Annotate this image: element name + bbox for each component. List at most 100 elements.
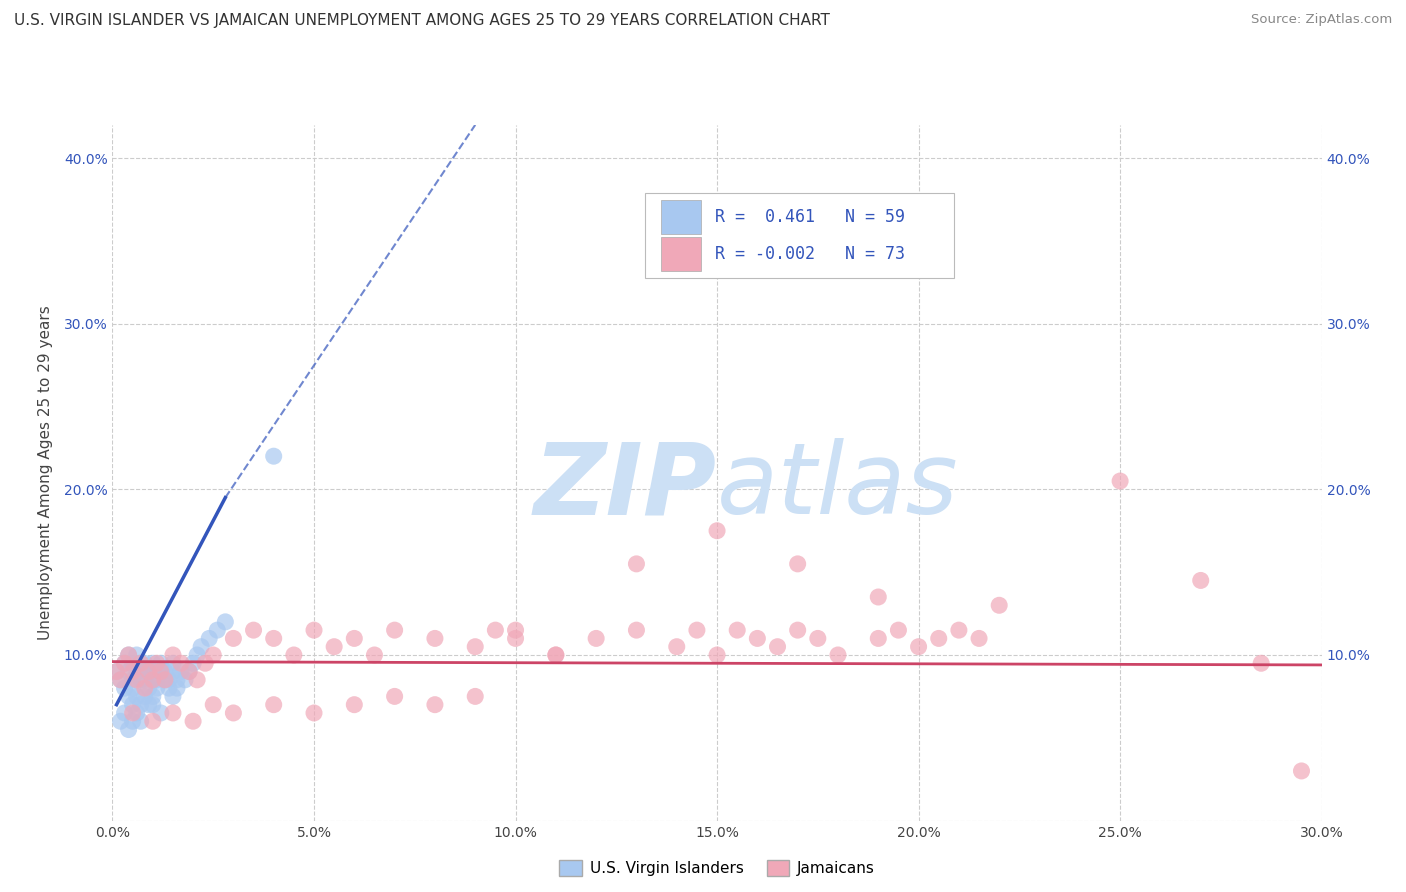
Point — [343, 698, 366, 712]
Point — [505, 623, 527, 637]
Point — [125, 690, 148, 704]
Point — [177, 665, 200, 679]
Point — [181, 714, 204, 729]
Point — [105, 665, 128, 679]
Point — [423, 698, 446, 712]
Text: R =  0.461   N = 59: R = 0.461 N = 59 — [714, 209, 905, 227]
Point — [222, 632, 245, 646]
Point — [134, 690, 156, 704]
Point — [142, 657, 165, 671]
Point — [162, 665, 184, 679]
Point — [117, 665, 139, 679]
Point — [138, 698, 160, 712]
Point — [162, 706, 184, 720]
Point — [129, 673, 152, 687]
Point — [129, 657, 152, 671]
Point — [162, 690, 184, 704]
Point — [105, 665, 128, 679]
Point — [162, 657, 184, 671]
Point — [114, 657, 136, 671]
Point — [1189, 574, 1212, 588]
Point — [544, 648, 567, 662]
Point — [585, 632, 607, 646]
Point — [706, 648, 728, 662]
Point — [149, 665, 172, 679]
Point — [1250, 657, 1272, 671]
Point — [121, 698, 143, 712]
Point — [967, 632, 990, 646]
Point — [125, 648, 148, 662]
Point — [423, 632, 446, 646]
Point — [988, 599, 1011, 613]
Text: atlas: atlas — [717, 438, 959, 535]
Point — [464, 640, 486, 654]
Point — [129, 657, 152, 671]
Point — [170, 657, 193, 671]
Point — [110, 673, 132, 687]
Point — [125, 673, 148, 687]
Point — [114, 706, 136, 720]
Point — [887, 623, 910, 637]
Point — [153, 673, 176, 687]
Point — [170, 665, 193, 679]
Point — [363, 648, 385, 662]
Point — [117, 648, 139, 662]
Point — [302, 706, 325, 720]
Point — [153, 665, 176, 679]
Point — [464, 690, 486, 704]
Point — [384, 690, 406, 704]
Point — [138, 681, 160, 695]
Point — [263, 632, 285, 646]
Point — [907, 640, 929, 654]
Point — [807, 632, 830, 646]
Point — [142, 690, 165, 704]
Point — [114, 681, 136, 695]
Point — [142, 673, 165, 687]
Point — [786, 557, 808, 571]
Point — [121, 673, 143, 687]
Point — [868, 590, 890, 604]
Point — [129, 714, 152, 729]
Point — [114, 657, 136, 671]
Point — [125, 706, 148, 720]
Point — [1291, 764, 1313, 778]
Point — [242, 623, 264, 637]
Point — [146, 657, 169, 671]
Point — [153, 673, 176, 687]
Point — [129, 698, 152, 712]
Point — [766, 640, 789, 654]
Point — [142, 714, 165, 729]
Point — [928, 632, 950, 646]
Point — [626, 557, 648, 571]
Point — [186, 648, 208, 662]
Point — [121, 657, 143, 671]
Point — [121, 714, 143, 729]
Point — [198, 632, 221, 646]
Point — [166, 673, 188, 687]
Point — [190, 640, 212, 654]
Point — [786, 623, 808, 637]
Point — [181, 657, 204, 671]
Point — [263, 698, 285, 712]
Point — [384, 623, 406, 637]
Point — [827, 648, 849, 662]
Legend: U.S. Virgin Islanders, Jamaicans: U.S. Virgin Islanders, Jamaicans — [553, 855, 882, 882]
Point — [142, 698, 165, 712]
Point — [177, 665, 200, 679]
Text: ZIP: ZIP — [534, 438, 717, 535]
Point — [202, 698, 225, 712]
Point — [138, 665, 160, 679]
Point — [142, 665, 165, 679]
Point — [134, 657, 156, 671]
Point — [263, 449, 285, 463]
Point — [146, 673, 169, 687]
Point — [747, 632, 769, 646]
Point — [214, 615, 236, 629]
Point — [117, 648, 139, 662]
Point — [121, 681, 143, 695]
Point — [194, 657, 217, 671]
Point — [626, 623, 648, 637]
Point — [202, 648, 225, 662]
Point — [302, 623, 325, 637]
Point — [110, 714, 132, 729]
